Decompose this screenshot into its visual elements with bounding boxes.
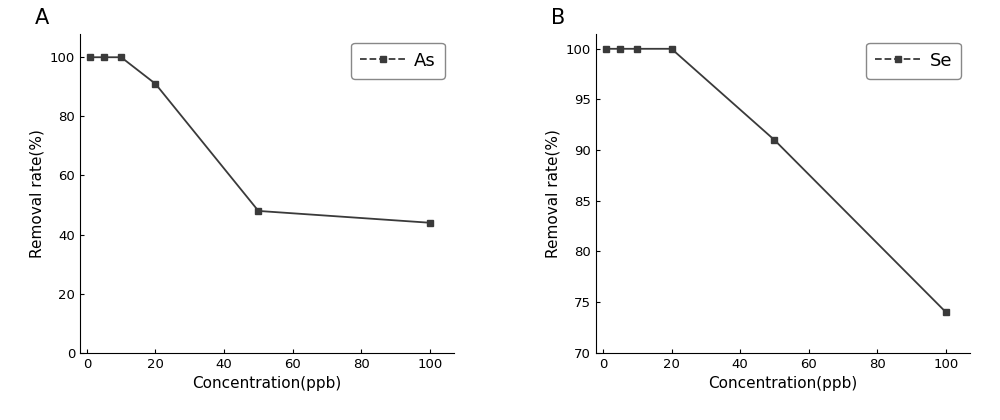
As — [252, 208, 264, 213]
As — [98, 55, 110, 60]
As — [149, 81, 161, 87]
As — [84, 55, 96, 60]
Se — [631, 46, 643, 51]
As — [424, 220, 436, 225]
Text: A: A — [35, 8, 49, 28]
X-axis label: Concentration(ppb): Concentration(ppb) — [708, 376, 858, 391]
Se — [614, 46, 626, 51]
Se — [940, 310, 952, 315]
Legend: Se: Se — [866, 42, 961, 79]
Line: As: As — [87, 54, 433, 226]
Se — [666, 46, 678, 51]
X-axis label: Concentration(ppb): Concentration(ppb) — [192, 376, 342, 391]
Se — [600, 46, 612, 51]
Y-axis label: Removal rate(%): Removal rate(%) — [545, 129, 560, 257]
Legend: As: As — [351, 42, 445, 79]
Text: B: B — [551, 8, 565, 28]
As — [115, 55, 127, 60]
Y-axis label: Removal rate(%): Removal rate(%) — [29, 129, 44, 257]
Se — [768, 137, 780, 142]
Line: Se: Se — [603, 45, 949, 316]
